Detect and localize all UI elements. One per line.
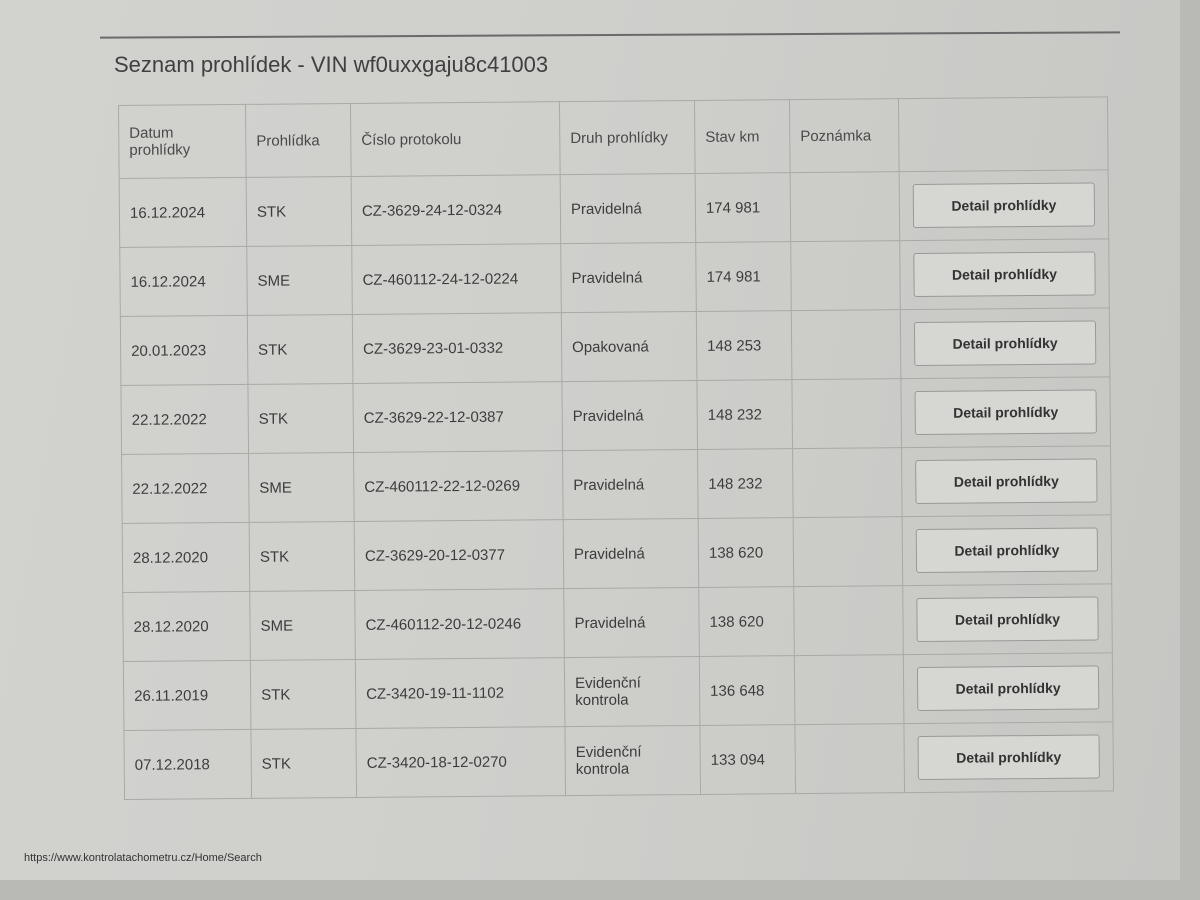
table-row: 22.12.2022 SME CZ-460112-22-12-0269 Pravide… xyxy=(121,445,1112,524)
inspections-table: Datum prohlídky Prohlídka Číslo protokolu D… xyxy=(118,96,1114,800)
cell-kind: Evidenční kontrola xyxy=(564,656,700,727)
cell-kind: Pravidelná xyxy=(560,173,696,244)
cell-date: 28.12.2020 xyxy=(122,522,250,593)
cell-note xyxy=(790,240,901,311)
column-header: Poznámka xyxy=(789,98,900,173)
table-row: 20.01.2023 STK CZ-3629-23-01-0332 Opakovaná… xyxy=(120,307,1110,386)
cell-note xyxy=(793,516,903,587)
cell-action: Detail prohlídky xyxy=(903,652,1113,724)
cell-protocol: CZ-3629-20-12-0377 xyxy=(354,519,564,591)
cell-date: 26.11.2019 xyxy=(123,660,251,731)
cell-note xyxy=(794,654,904,725)
cell-date: 22.12.2022 xyxy=(121,453,250,524)
table-row: 28.12.2020 STK CZ-3629-20-12-0377 Pravideln… xyxy=(122,514,1112,593)
cell-type: SME xyxy=(246,245,353,316)
cell-kind: Evidenční kontrola xyxy=(564,725,701,796)
cell-action: Detail prohlídky xyxy=(902,514,1112,586)
cell-km: 174 981 xyxy=(695,241,792,312)
cell-km: 174 981 xyxy=(695,172,791,243)
cell-protocol: CZ-3629-24-12-0324 xyxy=(351,174,561,246)
table-row: 16.12.2024 SME CZ-460112-24-12-0224 Pravide… xyxy=(119,238,1110,317)
cell-protocol: CZ-460112-22-12-0269 xyxy=(353,450,564,522)
cell-note xyxy=(791,309,901,380)
cell-protocol: CZ-3420-18-12-0270 xyxy=(355,726,566,798)
column-header: Číslo protokolu xyxy=(350,101,561,177)
cell-type: STK xyxy=(249,521,355,592)
cell-action: Detail prohlídky xyxy=(901,445,1112,517)
cell-type: STK xyxy=(250,659,356,730)
cell-action: Detail prohlídky xyxy=(902,583,1113,655)
table-row: 28.12.2020 SME CZ-460112-20-12-0246 Pravide… xyxy=(122,583,1113,662)
table-row: 26.11.2019 STK CZ-3420-19-11-1102 Evidenční… xyxy=(123,652,1113,731)
cell-note xyxy=(794,723,905,794)
cell-note xyxy=(791,378,902,449)
cell-note xyxy=(793,585,904,656)
column-header xyxy=(898,96,1109,172)
column-header: Druh prohlídky xyxy=(559,100,696,175)
detail-button[interactable]: Detail prohlídky xyxy=(914,389,1097,436)
detail-button[interactable]: Detail prohlídky xyxy=(916,665,1100,712)
cell-note xyxy=(792,447,903,518)
column-header: Prohlídka xyxy=(245,103,352,178)
cell-kind: Pravidelná xyxy=(563,518,699,589)
detail-button[interactable]: Detail prohlídky xyxy=(916,596,1099,643)
detail-button[interactable]: Detail prohlídky xyxy=(915,458,1098,505)
cell-date: 20.01.2023 xyxy=(120,315,248,386)
cell-km: 138 620 xyxy=(698,517,794,588)
cell-type: STK xyxy=(250,728,357,799)
cell-km: 148 232 xyxy=(697,448,794,519)
detail-button[interactable]: Detail prohlídky xyxy=(915,527,1099,574)
cell-protocol: CZ-3629-23-01-0332 xyxy=(352,312,562,384)
cell-action: Detail prohlídky xyxy=(900,376,1111,448)
cell-type: SME xyxy=(248,452,355,523)
cell-action: Detail prohlídky xyxy=(899,169,1109,241)
cell-action: Detail prohlídky xyxy=(899,238,1110,310)
header-rule xyxy=(100,31,1120,39)
cell-date: 07.12.2018 xyxy=(123,729,252,800)
cell-km: 148 232 xyxy=(696,379,793,450)
cell-type: STK xyxy=(247,314,353,385)
page-title: Seznam prohlídek - VIN wf0uxxgaju8c41003 xyxy=(114,52,549,77)
cell-protocol: CZ-460112-20-12-0246 xyxy=(354,588,565,660)
cell-km: 133 094 xyxy=(699,724,796,795)
cell-action: Detail prohlídky xyxy=(900,307,1110,379)
detail-button[interactable]: Detail prohlídky xyxy=(913,320,1097,367)
cell-date: 22.12.2022 xyxy=(120,384,249,455)
cell-km: 136 648 xyxy=(699,655,795,726)
cell-kind: Pravidelná xyxy=(560,242,697,313)
cell-action: Detail prohlídky xyxy=(903,721,1114,793)
detail-button[interactable]: Detail prohlídky xyxy=(913,251,1096,298)
column-header: Datum prohlídky xyxy=(118,104,247,179)
cell-protocol: CZ-3420-19-11-1102 xyxy=(355,657,565,729)
cell-protocol: CZ-460112-24-12-0224 xyxy=(351,243,562,315)
printed-page: Seznam prohlídek - VIN wf0uxxgaju8c41003… xyxy=(0,0,1180,880)
cell-type: SME xyxy=(249,590,356,661)
cell-type: STK xyxy=(247,383,354,454)
table-header-row: Datum prohlídky Prohlídka Číslo protokolu D… xyxy=(118,96,1109,179)
detail-button[interactable]: Detail prohlídky xyxy=(917,734,1100,781)
column-header: Stav km xyxy=(694,99,791,174)
table-row: 22.12.2022 STK CZ-3629-22-12-0387 Pravideln… xyxy=(120,376,1111,455)
cell-kind: Pravidelná xyxy=(561,380,698,451)
cell-note xyxy=(790,171,900,242)
cell-kind: Pravidelná xyxy=(563,587,700,658)
footer-url: https://www.kontrolatachometru.cz/Home/S… xyxy=(24,852,262,864)
cell-km: 138 620 xyxy=(698,586,795,657)
cell-date: 28.12.2020 xyxy=(122,591,251,662)
cell-kind: Opakovaná xyxy=(561,311,697,382)
table-row: 07.12.2018 STK CZ-3420-18-12-0270 Evidenční… xyxy=(123,721,1114,800)
detail-button[interactable]: Detail prohlídky xyxy=(912,182,1096,229)
cell-km: 148 253 xyxy=(696,310,792,381)
cell-date: 16.12.2024 xyxy=(119,246,248,317)
cell-protocol: CZ-3629-22-12-0387 xyxy=(352,381,563,453)
cell-type: STK xyxy=(246,176,352,247)
table-row: 16.12.2024 STK CZ-3629-24-12-0324 Pravideln… xyxy=(119,169,1109,248)
cell-kind: Pravidelná xyxy=(562,449,699,520)
cell-date: 16.12.2024 xyxy=(119,177,247,248)
